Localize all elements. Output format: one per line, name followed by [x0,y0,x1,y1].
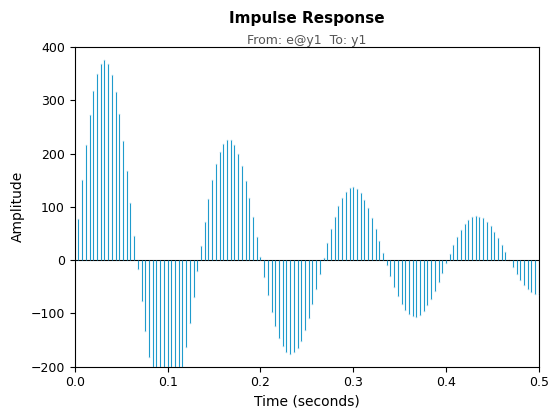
Title: From: e@y1  To: y1: From: e@y1 To: y1 [247,34,366,47]
Y-axis label: Amplitude: Amplitude [11,171,25,242]
Text: Impulse Response: Impulse Response [229,11,385,26]
X-axis label: Time (seconds): Time (seconds) [254,395,360,409]
